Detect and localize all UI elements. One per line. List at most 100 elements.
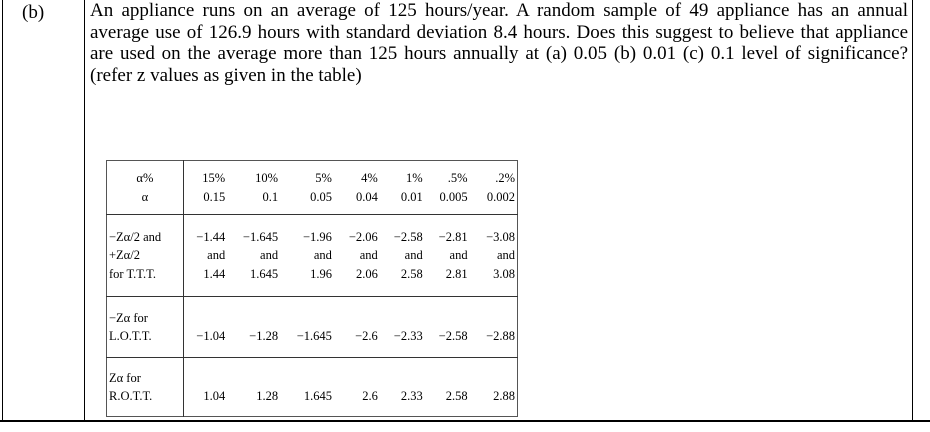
cell-value xyxy=(472,369,515,388)
row-label-line: α xyxy=(141,189,149,204)
row-label-line: +Zα/2 xyxy=(109,248,140,263)
row-label-line: for T.T.T. xyxy=(109,266,156,281)
cell-value: −1.645 xyxy=(242,229,279,244)
cell-value: −1.28 xyxy=(249,329,279,343)
z-values-table: α% α 15% 0.15 10% 0.1 5% 0.05 4% 0.04 1% 0.01.5% 0.0… xyxy=(106,160,518,417)
cell-value: 2.88 xyxy=(493,389,515,403)
cell-value: −2.81 xyxy=(438,229,468,244)
table-cell: −1.645 xyxy=(280,296,334,358)
table-cell: −2.06 and 2.06 xyxy=(333,214,380,297)
row-label: −Zα for L.O.T.T. xyxy=(106,296,184,358)
cell-value: 2.33 xyxy=(400,389,423,403)
cell-value: −1.04 xyxy=(196,329,226,343)
cell-value: .5% xyxy=(447,171,468,185)
cell-value: 0.04 xyxy=(355,189,378,204)
table-cell: −1.28 xyxy=(227,296,281,358)
cell-value: −2.06 xyxy=(348,229,378,244)
cell-value: 1.44 xyxy=(203,266,226,281)
row-label-line: α% xyxy=(136,171,154,185)
cell-value: .2% xyxy=(495,171,515,185)
table-cell: −3.08 and 3.08 xyxy=(469,214,518,297)
row-label: Zα for R.O.T.T. xyxy=(106,357,184,417)
cell-value: −1.44 xyxy=(196,229,226,244)
cell-value: −3.08 xyxy=(486,229,515,244)
cell-value: 0.1 xyxy=(262,189,279,204)
cell-value: 2.58 xyxy=(400,266,423,281)
row-label-line: Zα for xyxy=(109,370,141,385)
table-cell: 1.645 xyxy=(280,357,334,417)
cell-value: 15% xyxy=(202,171,226,185)
table-cell: −2.88 xyxy=(469,296,518,358)
cell-value: 0.005 xyxy=(439,189,468,204)
cell-value: 1% xyxy=(406,171,423,185)
cell-value: −1.96 xyxy=(303,229,332,244)
table-cell: .5% 0.005 xyxy=(425,161,470,215)
cell-value xyxy=(472,309,515,328)
cell-value: 1.645 xyxy=(249,266,279,281)
table-cell: −2.81 and 2.81 xyxy=(424,214,470,297)
cell-value xyxy=(336,309,378,328)
row-label: α% α xyxy=(106,160,184,215)
cell-value: 2.06 xyxy=(355,266,378,281)
row-label-line: −Zα for xyxy=(109,310,148,325)
cell-value: −2.58 xyxy=(438,329,468,343)
table-cell: 4% 0.04 xyxy=(334,161,380,215)
cell-value xyxy=(382,309,423,328)
cell-value xyxy=(229,309,278,328)
row-label: −Zα/2 and +Zα/2 for T.T.T. xyxy=(106,214,184,297)
cell-value: 2.6 xyxy=(362,389,378,403)
table-cell: 1% 0.01 xyxy=(380,161,425,215)
table-cell: −2.33 xyxy=(379,296,425,358)
cell-value xyxy=(229,369,278,388)
row-label-line: R.O.T.T. xyxy=(109,389,153,403)
table-cell: 2.88 xyxy=(469,357,518,417)
left-border xyxy=(2,0,3,421)
cell-value: −1.645 xyxy=(296,329,332,343)
cell-value: 0.05 xyxy=(310,189,332,204)
column-divider xyxy=(84,0,85,421)
cell-value: and xyxy=(359,248,378,263)
table-cell: −2.6 xyxy=(333,296,380,358)
cell-value: 4% xyxy=(361,171,378,185)
cell-value: 5% xyxy=(315,171,332,185)
table-cell: 10% 0.1 xyxy=(227,161,280,215)
cell-value xyxy=(427,369,468,388)
table-cell: −1.44 and 1.44 xyxy=(183,214,228,297)
two-tailed-row: −Zα/2 and +Zα/2 for T.T.T. −1.44 and 1.44 −1.6… xyxy=(106,214,518,297)
table-cell: −1.645 and 1.645 xyxy=(227,214,281,297)
cell-value xyxy=(282,309,332,328)
row-label-line: −Zα/2 and xyxy=(109,229,162,244)
row-label-line: L.O.T.T. xyxy=(109,329,152,343)
table-cell: 15% 0.15 xyxy=(183,161,227,215)
cell-value: 0.01 xyxy=(400,189,423,204)
cell-value: 0.15 xyxy=(203,189,226,204)
left-tailed-row: −Zα for L.O.T.T. −1.04 −1.28 −1.645 −2.6 −2.33… xyxy=(106,296,518,358)
bottom-border xyxy=(0,420,930,422)
item-label: (b) xyxy=(22,2,45,23)
table-cell: .2% 0.002 xyxy=(470,161,518,215)
cell-value: and xyxy=(260,248,279,263)
cell-value xyxy=(427,309,468,328)
cell-value xyxy=(382,369,423,388)
question-text: An appliance runs on an average of 125 h… xyxy=(90,0,908,86)
table-cell: 2.58 xyxy=(424,357,470,417)
table-cell: 1.04 xyxy=(183,357,228,417)
cell-value: 1.28 xyxy=(256,389,279,403)
cell-value: −2.88 xyxy=(486,329,515,343)
table-cell: 1.28 xyxy=(227,357,281,417)
cell-value xyxy=(336,369,378,388)
table-cell: 2.6 xyxy=(333,357,380,417)
table-cell: −1.96 and 1.96 xyxy=(280,214,334,297)
cell-value: and xyxy=(207,248,226,263)
cell-value: 10% xyxy=(255,171,279,185)
table-cell: −2.58 and 2.58 xyxy=(379,214,425,297)
cell-value: −2.6 xyxy=(355,329,378,343)
cell-value: −2.58 xyxy=(393,229,423,244)
cell-value: and xyxy=(449,248,468,263)
cell-value: 3.08 xyxy=(493,266,515,281)
cell-value xyxy=(186,309,225,328)
cell-value: 1.645 xyxy=(303,389,332,403)
cell-value: −2.33 xyxy=(393,329,423,343)
cell-value: and xyxy=(313,248,332,263)
right-tailed-row: Zα for R.O.T.T. 1.04 1.28 1.645 2.6 2.33 2.58 2.… xyxy=(106,357,518,417)
